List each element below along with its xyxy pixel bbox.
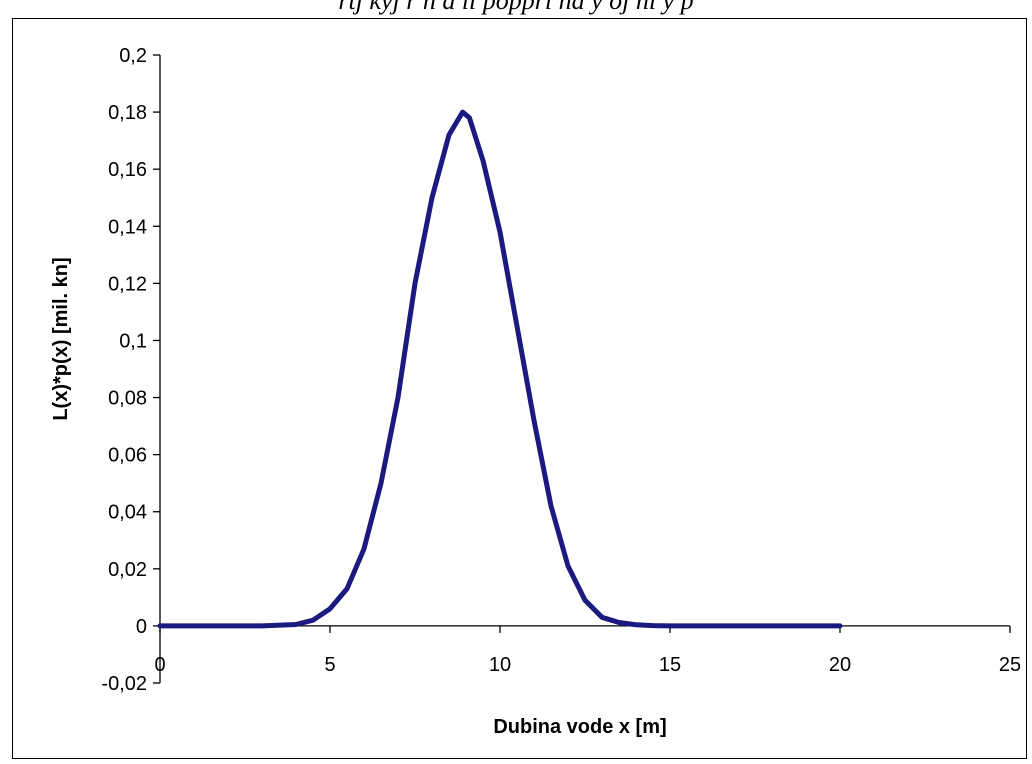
- y-tick-label: 0,06: [108, 445, 147, 467]
- chart-caption-cut-off: rtj kyj r h a ll poppri na y oj ni y p: [338, 0, 694, 15]
- x-tick-label: 25: [999, 654, 1021, 676]
- y-tick-label: 0,08: [108, 388, 147, 410]
- y-tick-label: 0,02: [108, 559, 147, 581]
- x-tick-label: 5: [324, 654, 335, 676]
- y-axis-ticks: 0,2 0,18 0,16 0,14 0,12 0,1 0,08 0,06 0,04 0,02 0 -…: [101, 45, 160, 695]
- chart-frame: [12, 18, 1027, 759]
- y-axis-title: L(x)*p(x) [mil. kn]: [50, 257, 72, 420]
- x-tick-label: 10: [489, 654, 511, 676]
- x-axis-title: Dubina vode x [m]: [493, 716, 666, 738]
- y-tick-label: -0,02: [101, 673, 147, 695]
- y-tick-label: 0,1: [119, 330, 147, 352]
- series-line: [157, 109, 843, 629]
- y-tick-label: 0,04: [108, 502, 147, 524]
- y-tick-label: 0: [136, 616, 147, 638]
- y-tick-label: 0,2: [119, 45, 147, 67]
- x-tick-label: 15: [659, 654, 681, 676]
- y-tick-label: 0,12: [108, 273, 147, 295]
- y-tick-label: 0,14: [108, 216, 147, 238]
- x-tick-label: 20: [829, 654, 851, 676]
- y-tick-label: 0,16: [108, 159, 147, 181]
- x-axis-ticks: 0 5 10 15 20 25: [154, 625, 1021, 676]
- y-tick-label: 0,18: [108, 102, 147, 124]
